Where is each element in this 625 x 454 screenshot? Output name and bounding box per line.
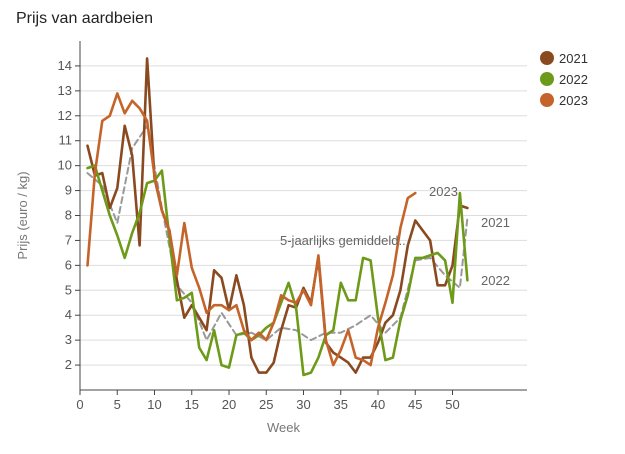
x-tick-label: 40 — [371, 397, 385, 412]
legend-swatch — [540, 51, 554, 65]
legend-swatch — [540, 93, 554, 107]
x-tick-label: 50 — [445, 397, 459, 412]
series-line-2021[interactable] — [86, 57, 469, 374]
y-tick-label: 9 — [65, 183, 72, 198]
x-tick-label: 30 — [296, 397, 310, 412]
legend-label: 2023 — [559, 93, 588, 108]
y-tick-label: 2 — [65, 357, 72, 372]
series-line-2023[interactable] — [86, 92, 417, 367]
end-label-5-jaarlijks-gemiddeld: 5-jaarlijks gemiddeld... — [280, 233, 409, 248]
y-tick-label: 10 — [58, 158, 72, 173]
legend-label: 2021 — [559, 51, 588, 66]
y-axis-title: Prijs (euro / kg) — [15, 171, 30, 259]
y-tick-label: 12 — [58, 108, 72, 123]
y-tick-label: 6 — [65, 257, 72, 272]
y-tick-label: 8 — [65, 208, 72, 223]
x-tick-label: 20 — [222, 397, 236, 412]
y-tick-label: 14 — [58, 58, 72, 73]
x-tick-label: 5 — [114, 397, 121, 412]
y-tick-label: 5 — [65, 282, 72, 297]
x-axis-title: Week — [267, 420, 300, 435]
x-tick-label: 15 — [185, 397, 199, 412]
x-tick-label: 10 — [147, 397, 161, 412]
y-tick-label: 3 — [65, 332, 72, 347]
end-label-2023: 2023 — [429, 184, 458, 199]
x-axis-ticks: 0 5 10 15 20 25 30 35 40 45 50 — [76, 390, 460, 412]
y-axis-ticks: 2 3 4 5 6 7 8 9 10 11 12 13 14 — [58, 58, 80, 372]
y-tick-label: 4 — [65, 307, 72, 322]
y-tick-label: 7 — [65, 232, 72, 247]
x-tick-label: 35 — [334, 397, 348, 412]
x-tick-label: 45 — [408, 397, 422, 412]
end-label-2022: 2022 — [481, 273, 510, 288]
y-tick-label: 13 — [58, 83, 72, 98]
legend-item-2021[interactable]: 2021 — [540, 51, 588, 66]
legend-label: 2022 — [559, 72, 588, 87]
y-tick-label: 11 — [59, 133, 73, 148]
series-end-labels: 2021 2022 2023 5-jaarlijks gemiddeld... — [280, 184, 510, 288]
x-tick-label: 0 — [76, 397, 83, 412]
legend-item-2023[interactable]: 2023 — [540, 93, 588, 108]
series-lines — [86, 57, 469, 377]
legend-swatch — [540, 72, 554, 86]
x-tick-label: 25 — [259, 397, 273, 412]
legend[interactable]: 2021 2022 2023 — [540, 51, 588, 108]
chart-title: Prijs van aardbeien — [16, 10, 153, 27]
end-label-2021: 2021 — [481, 215, 510, 230]
legend-item-2022[interactable]: 2022 — [540, 72, 588, 87]
